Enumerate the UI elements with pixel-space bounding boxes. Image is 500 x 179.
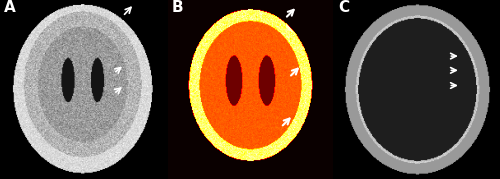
Text: B: B: [172, 0, 183, 15]
Text: C: C: [338, 0, 349, 15]
Text: A: A: [4, 0, 16, 15]
